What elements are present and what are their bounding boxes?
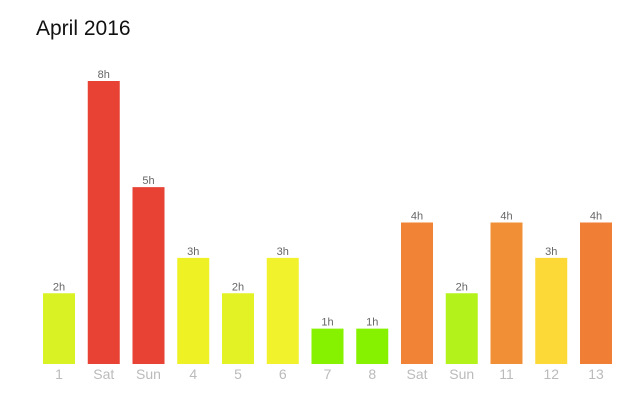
x-tick-label-5: 6	[279, 366, 287, 382]
data-label-3: 3h	[187, 246, 199, 258]
data-label-10: 4h	[500, 211, 512, 223]
data-label-12: 4h	[590, 211, 602, 223]
bar-7	[356, 328, 389, 365]
bar-3	[177, 257, 210, 365]
bar-8	[401, 222, 433, 364]
data-label-5: 3h	[277, 246, 289, 258]
x-tick-label-7: 8	[368, 366, 376, 382]
data-label-1: 8h	[98, 69, 110, 81]
x-tick-label-8: Sat	[406, 366, 427, 382]
bar-9	[445, 293, 478, 364]
x-tick-label-0: 1	[55, 366, 63, 382]
x-tick-label-1: Sat	[93, 366, 114, 382]
data-label-0: 2h	[53, 281, 65, 293]
data-label-6: 1h	[321, 317, 333, 329]
x-tick-label-6: 7	[324, 366, 332, 382]
x-tick-label-4: 5	[234, 366, 242, 382]
bar-10	[490, 222, 523, 364]
x-tick-label-10: 11	[499, 366, 514, 382]
x-tick-label-11: 12	[543, 366, 559, 382]
data-label-11: 3h	[545, 246, 557, 258]
bar-4	[222, 293, 254, 364]
data-label-7: 1h	[366, 317, 378, 329]
data-label-9: 2h	[456, 281, 468, 293]
x-tick-label-12: 13	[588, 366, 604, 382]
bar-5	[266, 257, 299, 365]
bar-6	[311, 328, 344, 365]
x-tick-label-2: Sun	[136, 366, 161, 382]
bar-2	[132, 187, 165, 365]
bar-12	[580, 222, 612, 364]
data-label-2: 5h	[142, 175, 154, 187]
chart-title: April 2016	[36, 17, 131, 40]
data-label-4: 2h	[232, 281, 244, 293]
data-label-8: 4h	[411, 211, 423, 223]
bar-0	[43, 293, 75, 364]
x-tick-label-9: Sun	[449, 366, 474, 382]
bar-11	[535, 257, 568, 365]
bar-1	[87, 81, 120, 364]
x-tick-label-3: 4	[189, 366, 197, 382]
